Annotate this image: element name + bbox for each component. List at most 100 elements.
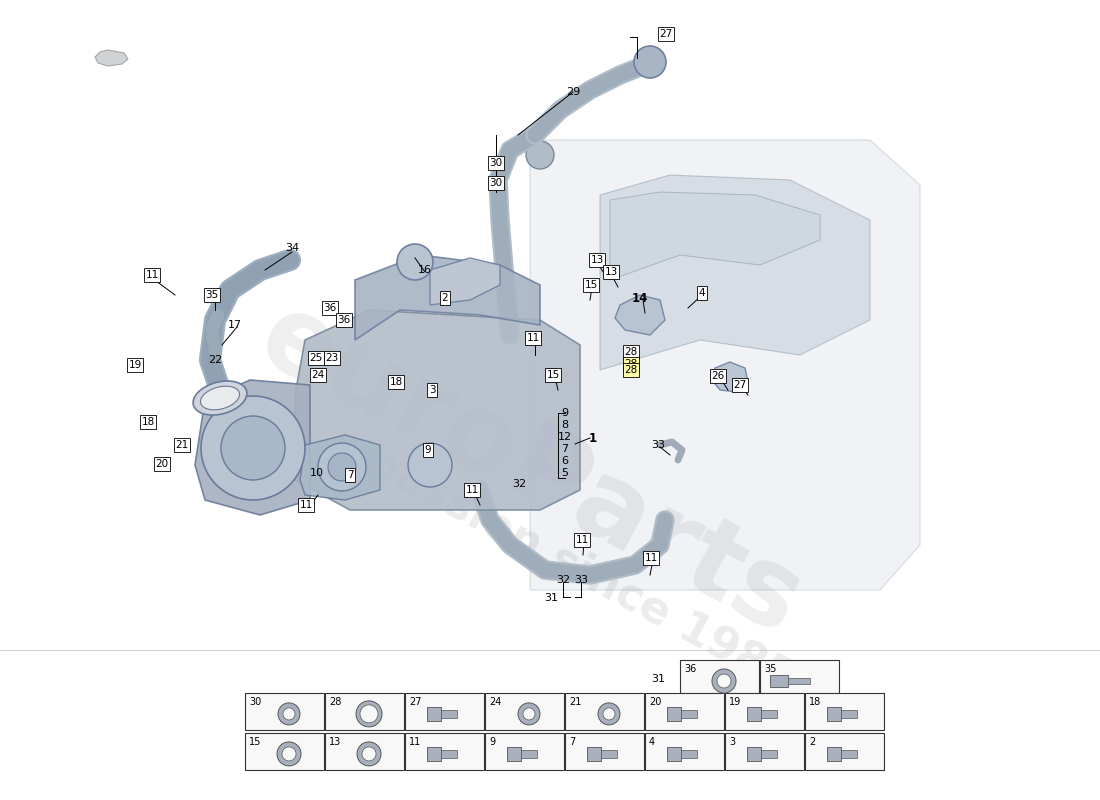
Bar	[725, 733, 804, 770]
Text: 18: 18	[389, 377, 403, 387]
Circle shape	[356, 701, 382, 727]
Bar	[725, 693, 804, 730]
Polygon shape	[827, 707, 842, 721]
Text: 4: 4	[698, 288, 705, 298]
Circle shape	[522, 708, 535, 720]
Circle shape	[397, 244, 433, 280]
Polygon shape	[747, 707, 761, 721]
Text: 28: 28	[329, 697, 341, 707]
Text: 16: 16	[418, 265, 432, 275]
Bar	[324, 693, 404, 730]
Bar	[245, 733, 324, 770]
Circle shape	[277, 742, 301, 766]
Text: 23: 23	[326, 353, 339, 363]
Text: 15: 15	[584, 280, 597, 290]
Polygon shape	[712, 362, 748, 392]
Text: 8: 8	[561, 420, 569, 430]
Text: 26: 26	[712, 371, 725, 381]
Text: 27: 27	[734, 380, 747, 390]
Bar	[324, 733, 404, 770]
Text: 9: 9	[490, 737, 495, 747]
Bar	[760, 660, 839, 697]
Circle shape	[328, 453, 356, 481]
Circle shape	[278, 703, 300, 725]
Polygon shape	[842, 750, 857, 758]
Bar	[805, 733, 884, 770]
Bar	[645, 733, 724, 770]
Text: 17: 17	[228, 320, 242, 330]
Text: 7: 7	[346, 470, 353, 480]
Text: 3: 3	[429, 385, 436, 395]
Text: 2: 2	[808, 737, 815, 747]
Polygon shape	[842, 710, 857, 718]
Text: 15: 15	[249, 737, 262, 747]
Circle shape	[526, 141, 554, 169]
Circle shape	[603, 708, 615, 720]
Circle shape	[358, 742, 381, 766]
Bar	[245, 693, 324, 730]
Text: 21: 21	[569, 697, 582, 707]
Circle shape	[360, 705, 378, 723]
Text: 34: 34	[285, 243, 299, 253]
Text: 29: 29	[565, 87, 580, 97]
Text: 33: 33	[651, 440, 666, 450]
Polygon shape	[430, 258, 500, 305]
Polygon shape	[530, 140, 920, 590]
Polygon shape	[427, 707, 441, 721]
Text: 36: 36	[323, 303, 337, 313]
Bar	[565, 733, 643, 770]
Text: 28: 28	[625, 359, 638, 369]
Circle shape	[518, 703, 540, 725]
Text: 31: 31	[651, 674, 666, 684]
Polygon shape	[600, 175, 870, 370]
Polygon shape	[615, 295, 666, 335]
Polygon shape	[355, 255, 540, 340]
Polygon shape	[441, 750, 456, 758]
Text: 32: 32	[512, 479, 526, 489]
Text: 9: 9	[425, 445, 431, 455]
Text: 12: 12	[558, 432, 572, 442]
Text: a passion since 1985: a passion since 1985	[319, 418, 801, 702]
Text: euroParts: euroParts	[241, 283, 818, 657]
Polygon shape	[507, 747, 521, 761]
Ellipse shape	[194, 381, 246, 415]
Text: 35: 35	[206, 290, 219, 300]
Text: 20: 20	[649, 697, 661, 707]
Text: 27: 27	[409, 697, 421, 707]
Polygon shape	[427, 747, 441, 761]
Text: 28: 28	[625, 365, 638, 375]
Bar	[405, 693, 484, 730]
Bar	[485, 733, 564, 770]
Text: 6: 6	[561, 456, 569, 466]
Text: 20: 20	[155, 459, 168, 469]
Text: 4: 4	[649, 737, 656, 747]
Polygon shape	[827, 747, 842, 761]
Text: 33: 33	[574, 575, 589, 585]
Text: 13: 13	[591, 255, 604, 265]
Text: 28: 28	[625, 347, 638, 357]
Text: 11: 11	[409, 737, 421, 747]
Polygon shape	[441, 710, 456, 718]
Circle shape	[283, 708, 295, 720]
Text: 11: 11	[145, 270, 158, 280]
Bar	[645, 693, 724, 730]
Text: 30: 30	[249, 697, 262, 707]
Text: 10: 10	[310, 468, 324, 478]
Circle shape	[318, 443, 366, 491]
Text: 13: 13	[604, 267, 617, 277]
Text: 32: 32	[556, 575, 570, 585]
Text: 11: 11	[299, 500, 312, 510]
Text: 31: 31	[544, 593, 558, 603]
Polygon shape	[667, 747, 681, 761]
Text: 11: 11	[527, 333, 540, 343]
Bar	[788, 678, 810, 684]
Text: 14: 14	[631, 291, 648, 305]
Text: 1: 1	[588, 431, 597, 445]
Text: 21: 21	[175, 440, 188, 450]
Text: 19: 19	[729, 697, 741, 707]
Polygon shape	[95, 50, 128, 66]
Text: 5: 5	[561, 468, 569, 478]
Circle shape	[634, 46, 665, 78]
Text: 25: 25	[309, 353, 322, 363]
Circle shape	[598, 703, 620, 725]
